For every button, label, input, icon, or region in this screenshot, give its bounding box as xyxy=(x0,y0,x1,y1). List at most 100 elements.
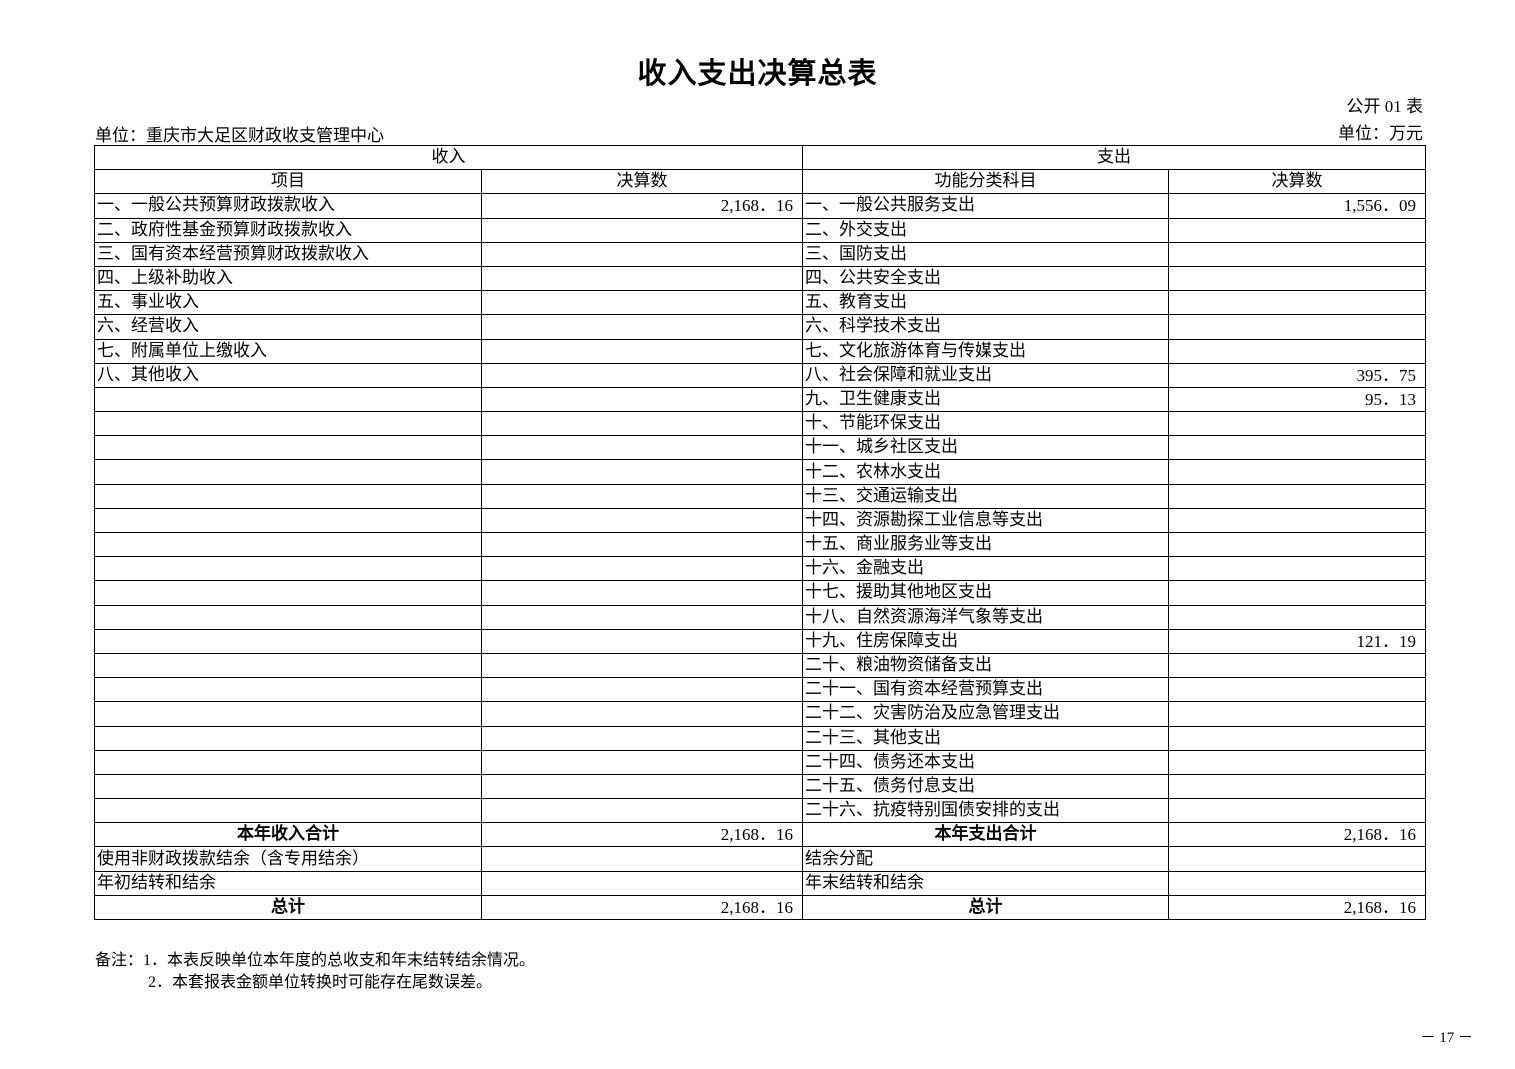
income-item-cell: 一、一般公共预算财政拨款收入 xyxy=(94,193,482,219)
expense-item-cell: 结余分配 xyxy=(802,846,1169,872)
note-1: 备注：1．本表反映单位本年度的总收支和年末结转结余情况。 xyxy=(95,952,536,969)
expense-amount-cell xyxy=(1168,290,1426,316)
income-amount-cell xyxy=(481,798,803,824)
income-amount-cell xyxy=(481,580,803,606)
income-amount-cell: 2,168．16 xyxy=(481,822,803,848)
expense-item-cell: 十、节能环保支出 xyxy=(802,411,1169,437)
income-amount-cell xyxy=(481,773,803,800)
expense-amount-cell xyxy=(1168,217,1426,243)
expense-header: 支出 xyxy=(802,144,1426,171)
income-amount-cell xyxy=(481,290,803,316)
expense-item-cell: 十七、援助其他地区支出 xyxy=(802,580,1169,606)
income-amount-cell xyxy=(481,507,803,534)
income-item-cell xyxy=(94,798,482,824)
expense-amount-cell xyxy=(1168,531,1426,558)
expense-amount-cell xyxy=(1168,411,1426,437)
expense-item-cell: 四、公共安全支出 xyxy=(802,265,1169,292)
summary-row: 总计 2,168．16 总计 2,168．16 xyxy=(94,894,1426,921)
expense-amount-cell xyxy=(1168,507,1426,534)
summary-row: 使用非财政拨款结余（含专用结余） 结余分配 xyxy=(94,846,1426,872)
income-amount-cell: 2,168．16 xyxy=(481,193,803,219)
expense-amount-cell xyxy=(1168,265,1426,292)
income-item-cell xyxy=(94,386,482,413)
expense-amount-cell xyxy=(1168,652,1426,679)
income-item-cell: 五、事业收入 xyxy=(94,290,482,316)
table-row: 十八、自然资源海洋气象等支出 xyxy=(94,604,1426,630)
expense-amount-cell: 395．75 xyxy=(1168,362,1426,388)
expense-amount-cell xyxy=(1168,483,1426,509)
income-item-header: 项目 xyxy=(94,169,482,195)
expense-amount-cell xyxy=(1168,241,1426,267)
table-row: 九、卫生健康支出 95．13 xyxy=(94,386,1426,413)
income-amount-cell xyxy=(481,749,803,775)
table-row: 十六、金融支出 xyxy=(94,556,1426,582)
expense-item-cell: 二十一、国有资本经营预算支出 xyxy=(802,677,1169,703)
income-item-cell: 四、上级补助收入 xyxy=(94,265,482,292)
table-row: 七、附属单位上缴收入 七、文化旅游体育与传媒支出 xyxy=(94,338,1426,364)
income-amount-cell xyxy=(481,677,803,703)
unit-name: 单位：重庆市大足区财政收支管理中心 xyxy=(95,126,384,145)
table-row: 六、经营收入 六、科学技术支出 xyxy=(94,314,1426,340)
table-row: 二十六、抗疫特别国债安排的支出 xyxy=(94,798,1426,824)
expense-item-cell: 十四、资源勘探工业信息等支出 xyxy=(802,507,1169,534)
expense-item-cell: 一、一般公共服务支出 xyxy=(802,193,1169,219)
income-item-cell xyxy=(94,677,482,703)
table-row: 十九、住房保障支出 121．19 xyxy=(94,628,1426,654)
expense-amount-cell: 2,168．16 xyxy=(1168,822,1426,848)
money-unit: 单位：万元 xyxy=(1338,124,1423,143)
expense-item-cell: 十九、住房保障支出 xyxy=(802,628,1169,654)
expense-item-cell: 二十六、抗疫特别国债安排的支出 xyxy=(802,798,1169,824)
form-number: 公开 01 表 xyxy=(1346,97,1424,116)
income-amount-cell xyxy=(481,652,803,679)
table-row: 十、节能环保支出 xyxy=(94,411,1426,437)
income-amount-header: 决算数 xyxy=(481,169,803,195)
income-item-cell: 总计 xyxy=(94,894,482,921)
expense-item-cell: 五、教育支出 xyxy=(802,290,1169,316)
table-row: 十二、农林水支出 xyxy=(94,459,1426,485)
expense-amount-cell xyxy=(1168,556,1426,582)
expense-amount-cell xyxy=(1168,604,1426,630)
expense-amount-cell xyxy=(1168,435,1426,461)
expense-item-header: 功能分类科目 xyxy=(802,169,1169,195)
expense-item-cell: 年末结转和结余 xyxy=(802,870,1169,896)
expense-amount-cell xyxy=(1168,677,1426,703)
table-row: 二十三、其他支出 xyxy=(94,725,1426,751)
expense-amount-cell xyxy=(1168,338,1426,364)
expense-amount-cell xyxy=(1168,725,1426,751)
income-item-cell xyxy=(94,556,482,582)
table-row: 十三、交通运输支出 xyxy=(94,483,1426,509)
expense-amount-cell xyxy=(1168,773,1426,800)
expense-item-cell: 二十二、灾害防治及应急管理支出 xyxy=(802,701,1169,727)
page-number: － 17 － xyxy=(1420,1030,1473,1046)
income-item-cell: 使用非财政拨款结余（含专用结余） xyxy=(94,846,482,872)
table-row: 五、事业收入 五、教育支出 xyxy=(94,290,1426,316)
table-row: 十五、商业服务业等支出 xyxy=(94,531,1426,558)
notes: 备注：1．本表反映单位本年度的总收支和年末结转结余情况。 2．本套报表金额单位转… xyxy=(95,950,535,994)
expense-amount-cell xyxy=(1168,580,1426,606)
expense-amount-cell xyxy=(1168,798,1426,824)
income-amount-cell xyxy=(481,531,803,558)
table-row: 十四、资源勘探工业信息等支出 xyxy=(94,507,1426,534)
expense-item-cell: 本年支出合计 xyxy=(802,822,1169,848)
income-item-cell xyxy=(94,531,482,558)
expense-item-cell: 八、社会保障和就业支出 xyxy=(802,362,1169,388)
table-row: 二十二、灾害防治及应急管理支出 xyxy=(94,701,1426,727)
income-amount-cell xyxy=(481,846,803,872)
income-item-cell: 八、其他收入 xyxy=(94,362,482,388)
expense-amount-cell: 121．19 xyxy=(1168,628,1426,654)
expense-amount-cell xyxy=(1168,701,1426,727)
expense-item-cell: 二十五、债务付息支出 xyxy=(802,773,1169,800)
income-item-cell xyxy=(94,725,482,751)
table-row: 二、政府性基金预算财政拨款收入 二、外交支出 xyxy=(94,217,1426,243)
table-row: 三、国有资本经营预算财政拨款收入 三、国防支出 xyxy=(94,241,1426,267)
expense-item-cell: 二、外交支出 xyxy=(802,217,1169,243)
income-item-cell xyxy=(94,435,482,461)
summary-row: 年初结转和结余 年末结转和结余 xyxy=(94,870,1426,896)
income-amount-cell xyxy=(481,483,803,509)
income-item-cell xyxy=(94,701,482,727)
expense-item-cell: 六、科学技术支出 xyxy=(802,314,1169,340)
expense-item-cell: 十八、自然资源海洋气象等支出 xyxy=(802,604,1169,630)
income-item-cell: 本年收入合计 xyxy=(94,822,482,848)
expense-amount-cell: 95．13 xyxy=(1168,386,1426,413)
income-amount-cell xyxy=(481,701,803,727)
